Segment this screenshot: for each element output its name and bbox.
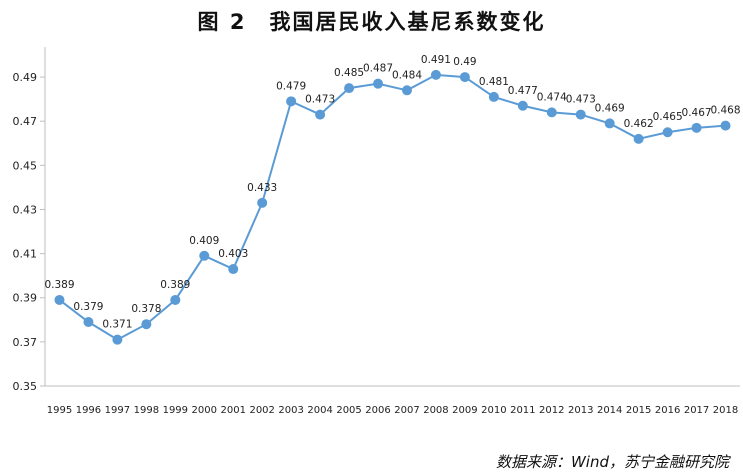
data-label: 0.49	[453, 56, 476, 68]
y-tick-label: 0.49	[13, 71, 38, 84]
data-label: 0.468	[710, 105, 740, 117]
x-tick-label: 2002	[249, 405, 274, 416]
data-point	[170, 294, 181, 305]
data-label: 0.487	[363, 63, 393, 75]
series-line	[58, 73, 726, 341]
x-tick-label: 2012	[539, 405, 564, 416]
x-tick-label: 1999	[163, 405, 188, 416]
data-label: 0.484	[392, 69, 422, 81]
data-point	[546, 107, 557, 118]
x-tick-label: 2015	[626, 405, 651, 416]
data-point	[141, 319, 152, 330]
data-point	[720, 120, 731, 131]
data-label: 0.389	[160, 279, 190, 291]
data-point	[344, 83, 355, 94]
data-point	[112, 334, 123, 345]
x-tick-label: 2004	[307, 405, 332, 416]
data-point	[286, 96, 297, 107]
data-label: 0.465	[653, 111, 683, 123]
data-label: 0.462	[624, 118, 654, 130]
x-tick-label: 2011	[510, 405, 535, 416]
data-point	[257, 197, 268, 208]
source-note: 数据来源：Wind，苏宁金融研究院	[495, 453, 729, 471]
data-label: 0.403	[218, 248, 248, 260]
data-point	[604, 118, 615, 129]
x-tick-label: 2009	[452, 405, 477, 416]
data-label: 0.378	[131, 303, 161, 315]
data-point	[373, 78, 384, 89]
chart-title: 图 2 我国居民收入基尼系数变化	[197, 10, 546, 34]
data-point	[633, 133, 644, 144]
data-point	[54, 294, 65, 305]
x-tick-label: 1996	[76, 405, 101, 416]
y-tick-label: 0.47	[13, 115, 38, 128]
data-point	[575, 109, 586, 120]
data-label: 0.371	[102, 319, 132, 331]
series-gini	[54, 69, 731, 345]
data-label: 0.477	[508, 85, 538, 97]
y-tick-label: 0.41	[13, 248, 38, 261]
data-point	[691, 122, 702, 133]
data-point	[83, 317, 94, 328]
data-point	[517, 100, 528, 111]
x-tick-label: 2003	[278, 405, 303, 416]
x-tick-label: 2008	[423, 405, 448, 416]
y-tick-label: 0.43	[13, 203, 38, 216]
data-label: 0.469	[595, 102, 625, 114]
y-tick-label: 0.39	[13, 292, 38, 305]
data-label: 0.485	[334, 67, 364, 79]
data-point	[228, 264, 239, 275]
x-tick-label: 2005	[336, 405, 361, 416]
x-axis: 1995 1996 1997 1998 1999 2000 2001 2002 2003 2004…	[45, 385, 740, 416]
x-tick-label: 2017	[684, 405, 709, 416]
x-tick-label: 2010	[481, 405, 506, 416]
data-label: 0.389	[44, 279, 74, 291]
data-label: 0.474	[537, 91, 567, 103]
data-label: 0.467	[682, 107, 712, 119]
y-axis: 0.35 0.37 0.39 0.41 0.43 0.45 0.47 0.49	[13, 47, 46, 393]
x-tick-label: 1998	[134, 405, 159, 416]
x-tick-label: 2016	[655, 405, 680, 416]
data-label: 0.473	[566, 94, 596, 106]
data-point	[315, 109, 326, 120]
x-tick-label: 1995	[47, 405, 72, 416]
data-label: 0.481	[479, 76, 509, 88]
x-tick-label: 2007	[394, 405, 419, 416]
x-tick-label: 2001	[221, 405, 246, 416]
x-tick-label: 2014	[597, 405, 622, 416]
x-tick-label: 2006	[365, 405, 390, 416]
x-tick-label: 2013	[568, 405, 593, 416]
data-label: 0.479	[276, 80, 306, 92]
data-point	[199, 250, 210, 261]
y-tick-label: 0.35	[13, 380, 38, 393]
data-point	[488, 91, 499, 102]
x-tick-label: 2000	[192, 405, 217, 416]
x-tick-label: 1997	[105, 405, 130, 416]
data-point	[401, 85, 412, 96]
y-tick-label: 0.37	[13, 336, 38, 349]
data-label: 0.379	[73, 301, 103, 313]
y-tick-label: 0.45	[13, 159, 38, 172]
x-tick-label: 2018	[713, 405, 738, 416]
data-label: 0.491	[421, 54, 451, 66]
data-point	[662, 127, 673, 138]
data-point	[430, 69, 441, 80]
data-label: 0.433	[247, 182, 277, 194]
data-label: 0.409	[189, 235, 219, 247]
data-point	[459, 72, 470, 83]
data-label: 0.473	[305, 94, 335, 106]
